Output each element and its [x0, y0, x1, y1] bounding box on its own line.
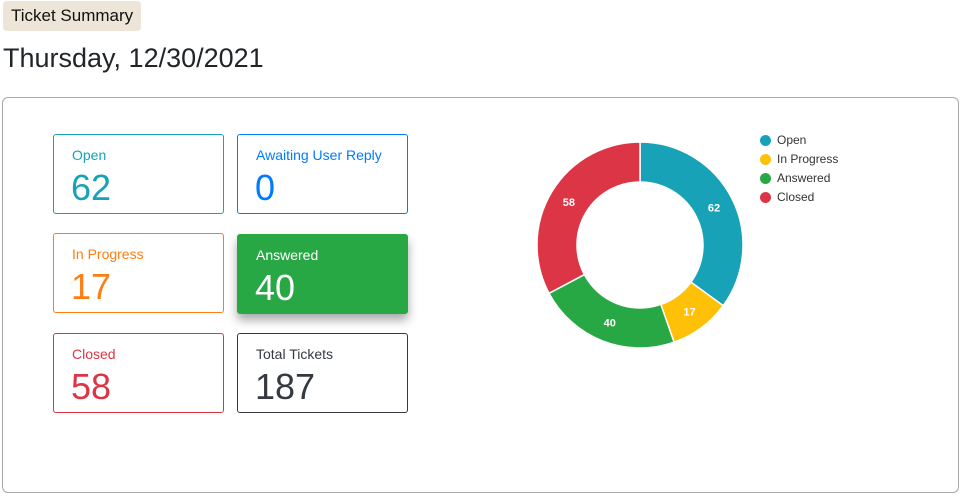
- card-total-tickets[interactable]: Total Tickets 187: [237, 333, 408, 413]
- card-open-value: 62: [71, 167, 112, 208]
- legend-dot-open: [760, 135, 771, 146]
- card-in-progress-label: In Progress: [72, 246, 144, 262]
- summary-panel: [2, 97, 959, 493]
- donut-label-answered: 40: [604, 317, 616, 329]
- card-open-label: Open: [72, 147, 107, 163]
- card-closed-label: Closed: [72, 346, 116, 362]
- donut-slice-closed[interactable]: [536, 141, 641, 295]
- legend-item-closed[interactable]: Closed: [760, 188, 838, 207]
- card-closed[interactable]: Closed 58: [53, 333, 224, 413]
- card-in-progress-value: 17: [71, 266, 112, 307]
- card-answered-value: 40: [255, 267, 296, 308]
- legend-dot-answered: [760, 173, 771, 184]
- card-open[interactable]: Open 62: [53, 134, 224, 214]
- chart-legend: Open In Progress Answered Closed: [760, 131, 838, 207]
- legend-label-closed: Closed: [777, 190, 815, 204]
- legend-dot-closed: [760, 192, 771, 203]
- card-total-value: 187: [255, 366, 316, 407]
- card-awaiting-label: Awaiting User Reply: [256, 147, 382, 163]
- legend-label-answered: Answered: [777, 171, 831, 185]
- card-in-progress[interactable]: In Progress 17: [53, 233, 224, 313]
- donut-label-closed: 58: [563, 197, 575, 209]
- donut-label-in-progress: 17: [683, 307, 695, 319]
- card-answered-label: Answered: [256, 247, 319, 263]
- legend-label-open: Open: [777, 133, 807, 147]
- legend-item-answered[interactable]: Answered: [760, 169, 838, 188]
- card-answered[interactable]: Answered 40: [237, 234, 408, 314]
- legend-label-in-progress: In Progress: [777, 152, 839, 166]
- ticket-summary-badge: Ticket Summary: [3, 1, 142, 31]
- card-closed-value: 58: [71, 366, 112, 407]
- legend-dot-in-progress: [760, 154, 771, 165]
- legend-item-open[interactable]: Open: [760, 131, 838, 150]
- legend-item-in-progress[interactable]: In Progress: [760, 150, 838, 169]
- page-date-title: Thursday, 12/30/2021: [3, 43, 264, 73]
- card-awaiting-user-reply[interactable]: Awaiting User Reply 0: [237, 134, 408, 214]
- card-awaiting-value: 0: [255, 167, 276, 208]
- donut-slice-answered[interactable]: [548, 273, 676, 349]
- donut-label-open: 62: [708, 202, 720, 214]
- card-total-label: Total Tickets: [256, 346, 334, 362]
- donut-slice-open[interactable]: [639, 141, 744, 307]
